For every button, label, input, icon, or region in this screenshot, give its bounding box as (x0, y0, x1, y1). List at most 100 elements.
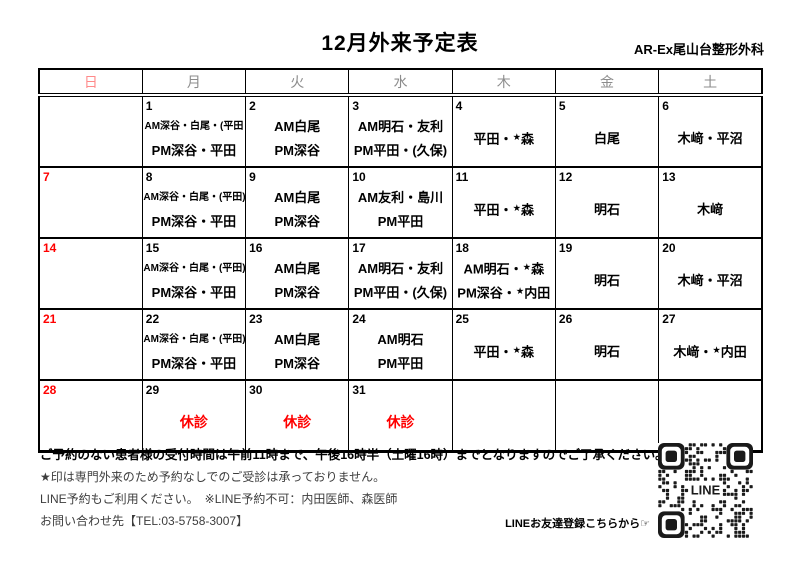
date-number (659, 381, 761, 398)
date-number: 26 (558, 312, 573, 326)
doctor-schedule: 木﨑・平沼 (677, 273, 743, 288)
doctor-schedule: PM平田 (377, 214, 424, 230)
doctor-schedule: AM明石・友利 (357, 260, 444, 276)
doctor-schedule: 明石 (594, 344, 621, 359)
doctor-schedule: AM白尾 (274, 331, 321, 347)
calendar-cell: 20 木﨑・平沼 (658, 237, 763, 310)
doctor-schedule: AM明石 (377, 331, 424, 347)
notes-section: ご予約のない患者様の受付時間は午前11時まで、午後16時半（土曜16時）までとな… (40, 444, 668, 532)
doctor-schedule: PM深谷 (274, 143, 320, 159)
calendar-cell (658, 379, 763, 452)
doctor-schedule: AM深谷・白尾・(平田 (144, 120, 244, 132)
date-number: 13 (662, 170, 676, 184)
calendar-cell: 6 木﨑・平沼 (658, 94, 763, 168)
calendar-cell: 23 AM白尾 PM深谷 (245, 308, 350, 381)
doctor-schedule: PM深谷 (274, 356, 320, 372)
line-register-caption: LINEお友達登録こちらから☞ (505, 518, 650, 530)
note-star-meaning: ★印は専門外来のため予約なしでのご受診は承っておりません。 (40, 470, 386, 484)
date-number: 12 (558, 170, 573, 184)
doctor-schedule: AM友利・島川 (357, 189, 444, 205)
star-icon: ★ (515, 286, 525, 297)
star-icon: ★ (512, 203, 521, 214)
doctor-schedule: AM明石・★森 (463, 261, 545, 277)
calendar-week-row: 14 15 AM深谷・白尾・(平田) PM深谷・平田 16 AM白尾 PM深谷 17 AM明石・… (38, 237, 763, 310)
doctor-schedule: AM白尾 (274, 260, 321, 276)
calendar-cell: 1 AM深谷・白尾・(平田 PM深谷・平田 (141, 94, 247, 168)
calendar-cell: 2 AM白尾 PM深谷 (245, 94, 350, 168)
calendar-cell: 4 平田・★森 (451, 94, 556, 168)
doctor-schedule: AM深谷・白尾・(平田) (143, 191, 246, 203)
calendar-cell: 3 AM明石・友利 PM平田・(久保) (348, 94, 453, 168)
closed-label: 休診 (386, 414, 415, 430)
date-number: 11 (455, 170, 469, 184)
doctor-schedule: PM深谷・平田 (151, 143, 237, 159)
star-icon: ★ (512, 345, 521, 356)
calendar-cell: 28 (38, 379, 143, 452)
date-number: 18 (455, 241, 469, 255)
calendar-cell: 18 AM明石・★森 PM深谷・★内田 (451, 237, 556, 310)
doctor-schedule: AM明石・友利 (357, 118, 444, 134)
calendar-cell: 27 木﨑・★内田 (658, 308, 763, 381)
calendar-week-row: 7 8 AM深谷・白尾・(平田) PM深谷・平田 9 AM白尾 PM深谷 10 AM友利・島川 P… (38, 166, 763, 239)
doctor-schedule: PM平田・(久保) (353, 143, 448, 159)
calendar-cell (38, 94, 143, 168)
date-number: 14 (43, 241, 57, 255)
star-icon: ★ (522, 261, 532, 272)
date-number: 2 (249, 99, 256, 113)
calendar-cell: 16 AM白尾 PM深谷 (245, 237, 350, 310)
calendar-cell: 15 AM深谷・白尾・(平田) PM深谷・平田 (141, 237, 247, 310)
calendar-cell: 13 木﨑 (658, 166, 763, 239)
weekday-header: 金 (554, 68, 660, 97)
note-contact-phone: お問い合わせ先【TEL:03-5758-3007】 (40, 514, 249, 528)
doctor-schedule: 平田・★森 (473, 202, 534, 218)
date-number (40, 97, 142, 114)
date-number: 6 (662, 99, 669, 113)
date-number: 22 (145, 312, 160, 326)
calendar-cell: 5 白尾 (554, 94, 660, 168)
date-number: 28 (43, 383, 57, 397)
closed-label: 休診 (179, 414, 208, 430)
calendar-cell: 14 (38, 237, 143, 310)
weekday-header: 土 (658, 68, 763, 97)
weekday-header: 木 (451, 68, 556, 97)
date-number: 24 (352, 312, 366, 326)
date-number: 20 (662, 241, 676, 255)
doctor-schedule: 明石 (594, 202, 621, 217)
calendar-cell (554, 379, 660, 452)
date-number: 16 (249, 241, 263, 255)
doctor-schedule: AM白尾 (274, 189, 321, 205)
doctor-schedule: 木﨑・★内田 (673, 344, 747, 360)
doctor-schedule: PM深谷 (274, 285, 320, 301)
doctor-schedule: PM平田 (377, 356, 424, 372)
calendar-cell: 30 休診 (245, 379, 350, 452)
calendar-cell: 26 明石 (554, 308, 660, 381)
note-reception-hours: ご予約のない患者様の受付時間は午前11時まで、午後16時半（土曜16時）までとな… (40, 448, 668, 462)
doctor-schedule: 木﨑・平沼 (677, 131, 743, 146)
date-number: 9 (249, 170, 256, 184)
star-icon: ★ (512, 132, 521, 143)
calendar-cell (451, 379, 556, 452)
calendar-cell: 8 AM深谷・白尾・(平田) PM深谷・平田 (141, 166, 247, 239)
date-number: 19 (558, 241, 573, 255)
date-number: 5 (558, 99, 566, 113)
date-number: 17 (352, 241, 366, 255)
date-number (453, 381, 555, 398)
weekday-header: 水 (348, 68, 453, 97)
doctor-schedule: PM深谷 (274, 214, 320, 230)
clinic-name: AR-Ex尾山台整形外科 (633, 42, 764, 57)
date-number (556, 381, 658, 398)
calendar-cell: 7 (38, 166, 143, 239)
weekday-header: 月 (141, 68, 247, 97)
calendar-cell: 25 平田・★森 (451, 308, 556, 381)
doctor-schedule: PM深谷・平田 (151, 356, 237, 372)
date-number: 7 (43, 170, 50, 184)
calendar-header: 日月火水木金土 (38, 68, 763, 97)
note-line-booking: LINE予約もご利用ください。 ※LINE予約不可：内田医師、森医師 (40, 492, 398, 506)
weekday-header: 火 (245, 68, 350, 97)
doctor-schedule: AM深谷・白尾・(平田) (143, 262, 246, 274)
doctor-schedule: 明石 (594, 273, 621, 288)
date-number: 10 (352, 170, 366, 184)
calendar-cell: 21 (38, 308, 143, 381)
line-qr-code: LINE (658, 443, 753, 538)
doctor-schedule: AM白尾 (274, 118, 321, 134)
